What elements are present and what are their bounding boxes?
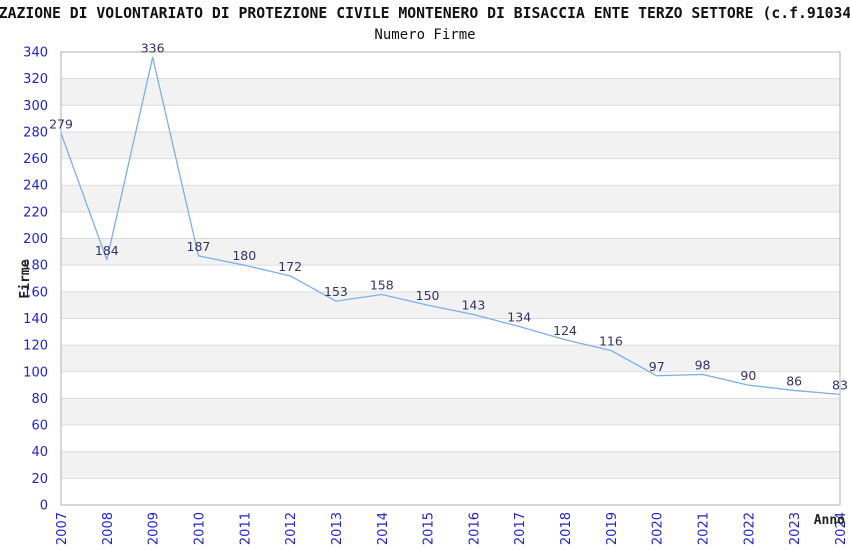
background-band <box>61 238 840 266</box>
x-tick-label: 2009 <box>147 512 162 545</box>
y-tick-label: 140 <box>23 312 48 327</box>
point-label: 90 <box>740 368 756 383</box>
x-tick-label: 2007 <box>55 512 70 545</box>
point-label: 158 <box>370 277 394 292</box>
background-band <box>61 398 840 426</box>
point-label: 150 <box>416 288 440 303</box>
point-label: 187 <box>187 239 211 254</box>
point-label: 180 <box>232 248 256 263</box>
x-tick-label: 2019 <box>605 512 620 545</box>
y-tick-label: 260 <box>23 152 48 167</box>
x-tick-label: 2015 <box>422 512 437 545</box>
background-band <box>61 131 840 159</box>
background-band <box>61 291 840 319</box>
background-band <box>61 185 840 212</box>
background-band <box>61 451 840 479</box>
x-tick-label: 2020 <box>651 512 666 545</box>
background-band <box>61 78 840 106</box>
point-label: 134 <box>507 309 531 324</box>
background-band <box>61 345 840 372</box>
x-tick-label: 2013 <box>330 512 345 545</box>
point-label: 279 <box>49 116 73 131</box>
y-tick-label: 60 <box>31 419 48 434</box>
y-tick-label: 20 <box>31 472 48 487</box>
x-tick-label: 2024 <box>834 512 849 545</box>
chart-subtitle: Numero Firme <box>374 27 476 43</box>
x-tick-label: 2016 <box>467 512 482 545</box>
point-label: 97 <box>649 359 665 374</box>
x-tick-label: 2021 <box>697 512 712 545</box>
y-tick-label: 0 <box>40 499 48 514</box>
plot-border <box>60 51 841 506</box>
point-label: 86 <box>786 373 802 388</box>
y-tick-label: 320 <box>23 72 48 87</box>
x-tick-label: 2010 <box>192 512 207 545</box>
y-tick-label: 340 <box>23 46 48 61</box>
x-tick-label: 2012 <box>284 512 299 545</box>
x-axis-title: Anno <box>814 513 845 528</box>
y-tick-label: 120 <box>23 339 48 354</box>
y-tick-label: 200 <box>23 232 48 247</box>
point-label: 184 <box>95 243 119 258</box>
y-tick-label: 180 <box>23 259 48 274</box>
x-tick-label: 2022 <box>742 512 757 545</box>
y-tick-label: 280 <box>23 125 48 140</box>
point-label: 153 <box>324 284 348 299</box>
point-label: 143 <box>461 297 485 312</box>
x-tick-label: 2008 <box>101 512 116 545</box>
x-tick-label: 2011 <box>238 512 253 545</box>
x-tick-label: 2018 <box>559 512 574 545</box>
y-tick-label: 40 <box>31 445 48 460</box>
y-axis-title: Firme <box>18 259 33 298</box>
point-label: 98 <box>695 357 711 372</box>
point-label: 116 <box>599 333 623 348</box>
x-tick-label: 2023 <box>788 512 803 545</box>
y-tick-label: 80 <box>31 392 48 407</box>
point-label: 172 <box>278 259 302 274</box>
x-tick-label: 2017 <box>513 512 528 545</box>
point-label: 124 <box>553 323 577 338</box>
point-label: 336 <box>141 40 165 55</box>
point-label: 83 <box>832 377 848 392</box>
y-tick-label: 240 <box>23 179 48 194</box>
series-line <box>60 56 841 396</box>
x-tick-label: 2014 <box>376 512 391 545</box>
y-tick-label: 300 <box>23 99 48 114</box>
y-tick-label: 100 <box>23 365 48 380</box>
y-tick-label: 160 <box>23 285 48 300</box>
y-tick-label: 220 <box>23 205 48 220</box>
chart-title: ZAZIONE DI VOLONTARIATO DI PROTEZIONE CI… <box>0 5 850 22</box>
